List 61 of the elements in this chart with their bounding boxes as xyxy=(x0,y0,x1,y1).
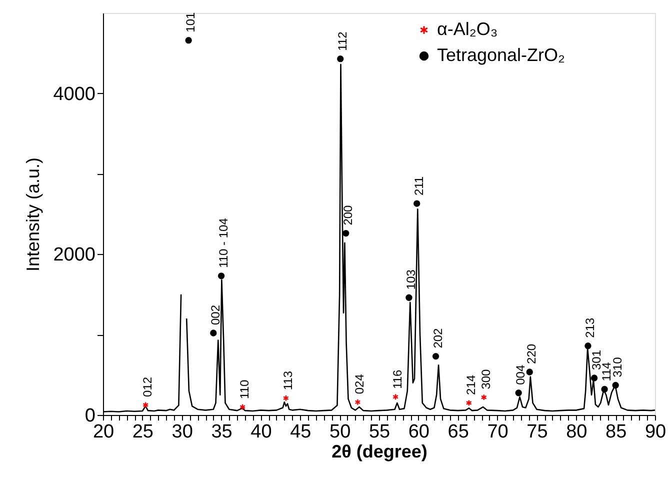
x-tick-label: 35 xyxy=(211,422,232,442)
x-tick-label: 40 xyxy=(250,422,272,442)
y-axis-title: Intensity (a.u.) xyxy=(23,157,44,272)
x-axis-title: 2θ (degree) xyxy=(332,442,428,462)
x-tick-label: 55 xyxy=(368,422,390,442)
x-tick-label: 30 xyxy=(172,422,193,442)
annotation: 012 xyxy=(140,376,155,397)
annotation: 213 xyxy=(582,318,597,338)
x-tick-label: 85 xyxy=(606,422,627,442)
x-tick-label: 60 xyxy=(408,422,430,442)
annotation: 300 xyxy=(478,368,493,390)
annotation: 110 - 104 xyxy=(216,218,230,268)
point xyxy=(392,394,399,400)
point xyxy=(480,394,487,401)
point xyxy=(584,342,592,350)
annotation: 113 xyxy=(280,370,295,390)
point xyxy=(210,330,217,336)
point xyxy=(432,352,440,360)
point xyxy=(466,400,472,406)
annotation: 110 xyxy=(238,380,252,399)
x-tick-label: 90 xyxy=(644,422,666,442)
y-tick-label: 0 xyxy=(84,406,96,426)
point xyxy=(601,386,608,393)
point xyxy=(282,394,289,402)
x-tick-label: 45 xyxy=(290,422,312,442)
point xyxy=(515,390,522,396)
legend-label: α-Al₂O₃ xyxy=(437,19,498,39)
annotation: 002 xyxy=(208,304,222,325)
x-tick-label: 65 xyxy=(448,422,469,442)
y-tick-label: 2000 xyxy=(53,244,96,266)
point xyxy=(218,272,225,280)
annotation: 214 xyxy=(464,374,478,395)
point xyxy=(612,382,619,389)
x-tick-label: 75 xyxy=(526,422,548,442)
annotation: 116 xyxy=(390,369,405,389)
annotation: 112 xyxy=(335,31,350,51)
x-tick-label: 70 xyxy=(487,422,508,442)
point xyxy=(185,37,192,44)
annotation: 211 xyxy=(412,176,426,196)
point xyxy=(526,368,533,376)
annotation: 004 xyxy=(514,364,528,385)
annotation: 200 xyxy=(340,204,355,226)
point xyxy=(406,294,412,301)
annotation: 103 xyxy=(404,269,418,290)
x-tick-label: 50 xyxy=(330,422,351,442)
x-tick-label: 25 xyxy=(132,422,154,442)
point xyxy=(142,402,149,408)
point xyxy=(240,404,246,410)
annotation: 101 xyxy=(184,12,198,32)
point xyxy=(414,200,420,207)
annotation: 024 xyxy=(352,374,367,394)
point xyxy=(337,55,344,62)
point xyxy=(590,374,598,382)
point xyxy=(354,398,361,406)
x-tick-label: 20 xyxy=(92,422,114,442)
annotation: 220 xyxy=(524,344,539,364)
x-tick-label: 80 xyxy=(566,422,588,442)
legend-label: Tetragonal-ZrO₂ xyxy=(437,45,566,65)
y-tick-label: 4000 xyxy=(53,84,96,105)
point xyxy=(342,230,350,237)
annotation: 202 xyxy=(430,328,445,348)
